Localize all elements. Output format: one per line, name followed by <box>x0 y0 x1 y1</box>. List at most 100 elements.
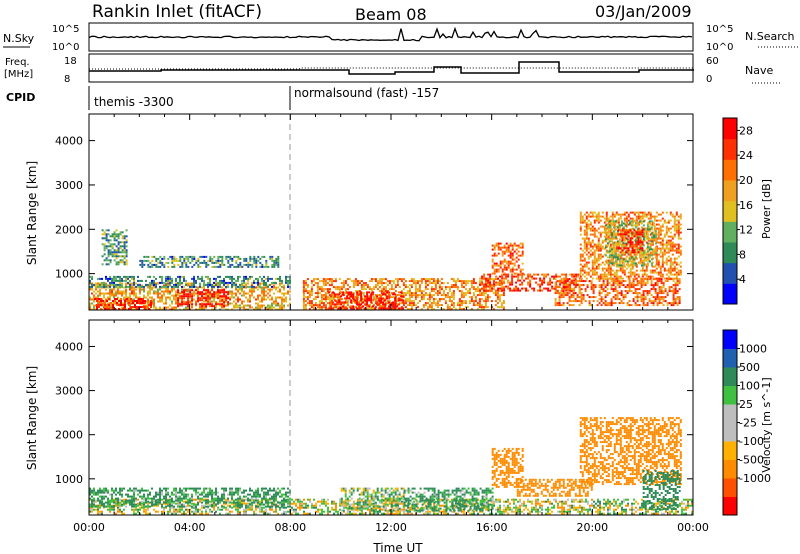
velocity-ytick-label: 1000 <box>55 473 83 486</box>
power-ytick-label: 3000 <box>55 179 83 192</box>
n-tick-top-left: 10^5 <box>52 24 79 35</box>
velocity-xtick-label: 20:00 <box>576 521 608 534</box>
power-colorbar-frame <box>722 117 738 305</box>
velocity-colorbar: 1000 500 100 25 -25 -100 -500 -1000 <box>722 329 771 516</box>
freq-strip: Freq. [MHz] 18 8 60 0 Nave <box>4 53 780 85</box>
power-colorbar-tick-label: 16 <box>739 199 753 212</box>
nsearch-label: N.Search <box>745 30 795 43</box>
velocity-xtick-label: 00:00 <box>73 521 105 534</box>
cpid-segment-2: normalsound (fast) -157 <box>294 86 439 100</box>
time-xlabel: Time UT <box>372 541 423 554</box>
velocity-xtick-label: 12:00 <box>375 521 407 534</box>
freq-series-line <box>89 61 694 75</box>
power-colorbar-tick-label: 8 <box>739 248 746 261</box>
nave-series-line <box>89 67 693 70</box>
date-label: 03/Jan/2009 <box>595 2 692 21</box>
velocity-region-4 <box>491 447 524 488</box>
velocity-colorbar-segment <box>723 385 737 405</box>
power-colorbar-segment <box>723 262 737 284</box>
power-colorbar: 4 8 12 16 20 24 28 <box>722 117 753 305</box>
velocity-colorbar-segment <box>723 367 737 386</box>
velocity-colorbar-segment <box>723 404 737 423</box>
cpid-strip: CPID themis -3300 normalsound (fast) -15… <box>6 86 439 110</box>
power-ytick-label: 2000 <box>55 223 83 236</box>
velocity-colorbar-segment <box>723 478 737 497</box>
velocity-ytick-label: 2000 <box>55 429 83 442</box>
velocity-xtick-label: 00:00 <box>677 521 709 534</box>
velocity-region-3 <box>403 487 494 512</box>
power-panel: Slant Range [km] 1000 2000 3000 4000 4 8 12 16… <box>25 113 773 311</box>
velocity-colorbar-label: Velocity [m s^-1] <box>760 377 773 472</box>
velocity-colorbar-tick-label: -100 <box>739 435 764 448</box>
velocity-ytick-label: 3000 <box>55 385 83 398</box>
nave-label: Nave <box>745 64 773 77</box>
velocity-data-layer <box>89 417 693 515</box>
power-colorbar-tick-label: 4 <box>739 273 746 286</box>
power-colorbar-segment <box>723 200 737 222</box>
velocity-xtick-label: 04:00 <box>174 521 206 534</box>
velocity-colorbar-tick-label: -500 <box>739 454 764 467</box>
velocity-x-axis: 00:00 04:00 08:00 12:00 16:00 20:00 00:00 <box>73 320 709 534</box>
velocity-ytick-label: 4000 <box>55 340 83 353</box>
nsky-series-line <box>88 26 693 42</box>
power-ytick-label: 1000 <box>55 268 83 281</box>
n-tick-bottom-right: 10^0 <box>706 42 733 53</box>
freq-unit-label: [MHz] <box>4 69 33 80</box>
velocity-colorbar-segment <box>723 459 737 479</box>
velocity-colorbar-segment <box>723 422 737 442</box>
power-data-layer <box>89 211 682 311</box>
power-region-9 <box>491 242 524 275</box>
power-region-5 <box>139 255 280 268</box>
power-colorbar-segment <box>723 242 737 264</box>
power-colorbar-label: Power [dB] <box>760 179 773 239</box>
n-tick-top-right: 10^5 <box>706 24 733 35</box>
velocity-colorbar-segment <box>723 441 737 460</box>
power-region-4 <box>101 229 128 266</box>
velocity-region-1 <box>89 487 291 508</box>
power-region-1 <box>94 298 152 310</box>
noise-strip: N.Sky 10^5 10^0 10^5 10^0 N.Search <box>3 22 798 53</box>
velocity-xtick-label: 16:00 <box>476 521 508 534</box>
beam-label: Beam 08 <box>355 5 427 24</box>
power-colorbar-tick-label: 24 <box>739 149 753 162</box>
power-colorbar-tick-label: 20 <box>739 174 753 187</box>
power-region-2 <box>177 289 230 308</box>
power-ylabel: Slant Range [km] <box>25 161 39 265</box>
velocity-colorbar-tick-label: 25 <box>739 398 753 411</box>
freq-tick-top: 18 <box>64 56 77 67</box>
velocity-colorbar-tick-label: 1000 <box>739 343 767 356</box>
freq-strip-frame <box>88 53 694 83</box>
power-x-axis <box>88 114 694 310</box>
velocity-region-5 <box>516 478 593 497</box>
power-y-axis: 1000 2000 3000 4000 <box>55 135 693 281</box>
n-tick-bottom-left: 10^0 <box>52 42 79 53</box>
velocity-region-2 <box>340 487 405 512</box>
power-region-3 <box>89 275 291 288</box>
velocity-colorbar-segment <box>723 348 737 368</box>
velocity-colorbar-tick-label: 100 <box>739 380 760 393</box>
power-ytick-label: 4000 <box>55 135 83 148</box>
velocity-frame <box>88 319 694 516</box>
power-colorbar-segment <box>723 118 737 140</box>
velocity-colorbar-segment <box>723 330 737 349</box>
velocity-xtick-label: 08:00 <box>274 521 306 534</box>
freq-label: Freq. <box>5 57 30 68</box>
power-colorbar-segment <box>723 221 737 243</box>
velocity-region-6 <box>579 417 682 486</box>
freq-tick-bottom: 8 <box>64 74 70 85</box>
power-region-13 <box>617 229 644 254</box>
power-colorbar-segment <box>723 159 737 181</box>
velocity-colorbar-segment <box>723 496 737 516</box>
power-colorbar-segment <box>723 180 737 202</box>
velocity-colorbar-tick-label: 500 <box>739 361 760 374</box>
velocity-ylabel: Slant Range [km] <box>25 366 39 470</box>
power-region-10 <box>554 278 681 307</box>
station-title: Rankin Inlet (fitACF) <box>92 2 262 22</box>
power-colorbar-tick-label: 12 <box>739 224 753 237</box>
cpid-label: CPID <box>6 91 35 104</box>
power-colorbar-segment <box>723 138 737 160</box>
power-region-7 <box>328 291 405 310</box>
nave-tick-bottom: 0 <box>706 74 712 85</box>
